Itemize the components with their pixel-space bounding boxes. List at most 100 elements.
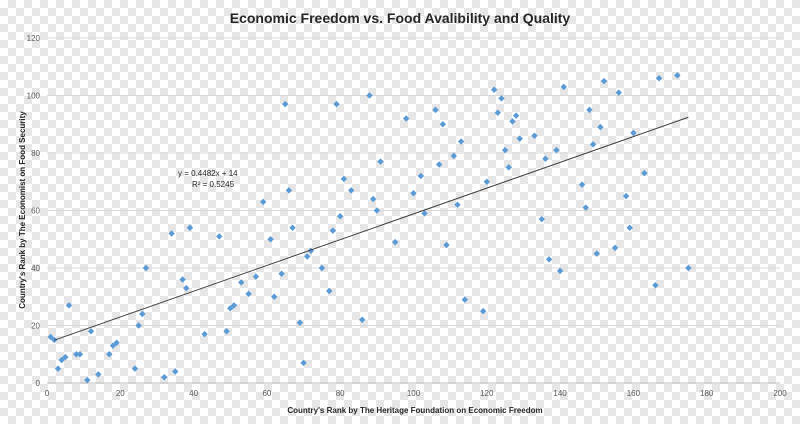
data-point	[95, 371, 102, 378]
data-point	[435, 161, 443, 168]
data-point	[443, 241, 450, 249]
data-point	[461, 296, 469, 303]
data-point	[87, 328, 95, 335]
data-point	[58, 356, 65, 364]
data-point	[230, 302, 238, 309]
data-point	[505, 164, 512, 171]
trendline-group	[54, 116, 689, 341]
y-tick-label: 120	[27, 34, 41, 43]
y-axis-label: Country's Rank by The Economist on Food …	[18, 111, 27, 309]
data-point	[490, 86, 498, 93]
data-point	[479, 307, 487, 315]
data-point	[296, 319, 304, 326]
tick-labels: 0 20 40 60 80 100 120 0 20 40 60 80 100 120 140 160 180 2…	[27, 34, 788, 398]
data-point	[615, 89, 622, 96]
data-point	[674, 72, 681, 79]
data-point	[358, 316, 366, 323]
y-tick-label: 80	[31, 149, 40, 158]
y-tick-label: 0	[36, 379, 41, 388]
data-point	[432, 106, 439, 114]
data-point	[245, 290, 252, 298]
data-point	[227, 305, 234, 312]
data-point	[542, 155, 549, 162]
data-point	[109, 342, 117, 349]
data-point	[73, 351, 80, 358]
x-tick-label: 200	[773, 389, 787, 398]
data-point	[494, 109, 501, 116]
data-point	[553, 146, 560, 154]
data-point	[597, 123, 604, 131]
data-point	[402, 115, 410, 122]
data-point	[54, 365, 62, 372]
x-tick-label: 100	[407, 389, 421, 398]
data-point	[179, 276, 186, 283]
data-point	[142, 264, 150, 272]
data-point	[611, 244, 619, 252]
data-point	[630, 129, 637, 137]
trendline-r-squared: R² = 0.5245	[192, 180, 235, 189]
data-point	[410, 190, 417, 197]
data-point	[168, 230, 175, 237]
data-point	[641, 169, 648, 177]
data-point	[282, 100, 289, 108]
x-tick-label: 140	[553, 389, 567, 398]
data-point	[685, 264, 692, 272]
data-point	[600, 77, 608, 85]
data-point	[47, 333, 54, 341]
data-point	[340, 175, 348, 183]
data-point	[106, 351, 113, 358]
data-point	[622, 192, 630, 200]
data-point	[216, 233, 223, 240]
data-point	[300, 359, 307, 367]
x-tick-label: 160	[627, 389, 641, 398]
data-point	[278, 270, 285, 277]
x-tick-label: 180	[700, 389, 714, 398]
data-point	[76, 351, 84, 358]
data-point	[329, 227, 337, 234]
data-point	[454, 201, 461, 208]
x-tick-label: 40	[189, 389, 198, 398]
data-point	[172, 368, 179, 375]
data-point	[267, 236, 274, 243]
data-point	[593, 250, 600, 257]
x-tick-label: 20	[116, 389, 125, 398]
data-point	[113, 339, 120, 346]
x-tick-label: 60	[262, 389, 271, 398]
data-point	[326, 287, 333, 295]
data-point	[373, 207, 381, 214]
data-point	[377, 158, 384, 165]
x-tick-label: 80	[336, 389, 345, 398]
data-point	[531, 132, 538, 139]
data-point	[417, 172, 425, 180]
x-tick-label: 0	[45, 389, 50, 398]
x-axis-label: Country's Rank by The Heritage Foundatio…	[287, 406, 542, 415]
x-tick-label: 120	[480, 389, 494, 398]
data-point	[131, 365, 139, 372]
data-point	[450, 152, 458, 160]
data-point	[652, 282, 659, 289]
data-point	[589, 141, 597, 148]
data-point	[333, 100, 340, 108]
data-points	[47, 72, 692, 384]
trendline-equation: y = 0.4482x + 14	[178, 169, 238, 178]
data-point	[135, 322, 142, 329]
data-point	[62, 353, 69, 361]
data-point	[65, 302, 73, 309]
data-point	[183, 284, 190, 292]
data-point	[498, 95, 505, 102]
y-tick-label: 100	[27, 92, 41, 101]
data-point	[538, 215, 545, 223]
data-point	[586, 106, 593, 114]
data-point	[252, 273, 260, 280]
gridlines	[47, 37, 780, 326]
data-point	[304, 253, 311, 260]
data-point	[260, 198, 267, 206]
trendline	[54, 116, 689, 341]
data-point	[582, 204, 589, 211]
y-tick-label: 20	[31, 322, 40, 331]
data-point	[271, 293, 278, 300]
data-point	[347, 187, 355, 194]
y-tick-label: 60	[31, 207, 40, 216]
data-point	[578, 181, 586, 188]
